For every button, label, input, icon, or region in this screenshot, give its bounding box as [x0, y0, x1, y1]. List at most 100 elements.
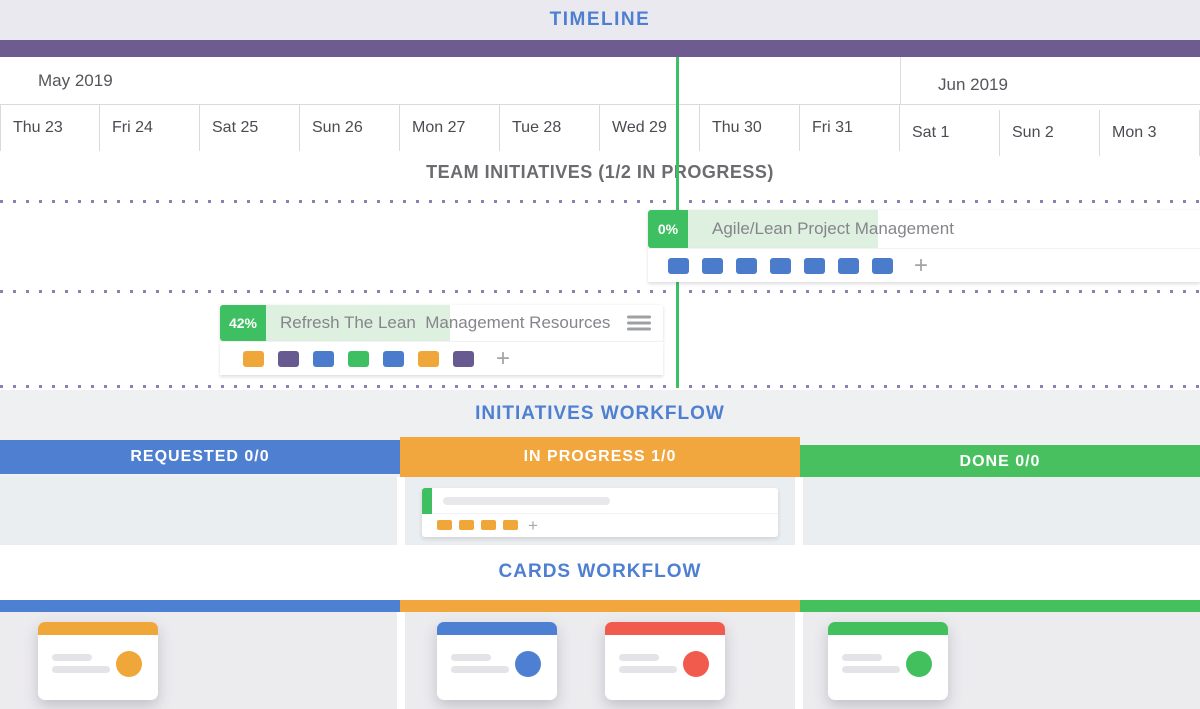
- task-card-chip[interactable]: [243, 350, 264, 367]
- gantt-task-refresh-lean[interactable]: 42% Refresh The Lean Management Resource…: [220, 305, 663, 375]
- cards-workflow-title: CARDS WORKFLOW: [498, 561, 702, 582]
- initiatives-workflow-board: +: [0, 477, 1200, 545]
- add-chip-button[interactable]: +: [528, 515, 538, 535]
- task-card-chip[interactable]: [702, 257, 723, 274]
- task-card-chip[interactable]: [313, 350, 334, 367]
- task-progress-fill: [688, 210, 878, 248]
- task-card-chip[interactable]: [770, 257, 791, 274]
- task-bar[interactable]: 0% Agile/Lean Project Management: [648, 210, 1200, 248]
- initiative-chip[interactable]: [459, 520, 474, 530]
- add-card-button[interactable]: +: [914, 251, 929, 279]
- initiative-chip[interactable]: [481, 520, 496, 530]
- calendar-header: May 2019 Jun 2019 Thu 23 Fri 24 Sat 25 S…: [0, 57, 1200, 156]
- card-text-placeholder: [842, 654, 882, 661]
- card-body: [828, 635, 948, 700]
- gantt-task-agile-lean[interactable]: 0% Agile/Lean Project Management +: [648, 210, 1200, 282]
- task-name: Refresh The Lean Management Resources: [280, 313, 611, 332]
- task-card-chip[interactable]: [736, 257, 757, 274]
- day-cell: Wed 29: [600, 105, 700, 151]
- lane-done: [800, 600, 1200, 612]
- card-body: [437, 635, 557, 700]
- initiative-chip[interactable]: [437, 520, 452, 530]
- task-card-chip[interactable]: [838, 257, 859, 274]
- work-card-red[interactable]: [605, 622, 725, 700]
- card-color-bar: [437, 622, 557, 635]
- day-cell: Mon 27: [400, 105, 500, 151]
- day-cell: Mon 3: [1100, 110, 1200, 156]
- task-progress-badge: 0%: [648, 210, 688, 248]
- card-color-bar: [38, 622, 158, 635]
- day-cell: Sat 25: [200, 105, 300, 151]
- workflow-column-headers: REQUESTED 0/0 IN PROGRESS 1/0 DONE 0/0: [0, 437, 1200, 479]
- task-progress-badge: 42%: [220, 305, 266, 341]
- card-body: [38, 635, 158, 700]
- row-separator-dotted: [0, 290, 1200, 293]
- day-cell: Fri 24: [100, 105, 200, 151]
- team-initiatives-title: TEAM INITIATIVES (1/2 IN PROGRESS): [426, 162, 774, 182]
- task-card-chip[interactable]: [348, 350, 369, 367]
- column-header-in-progress: IN PROGRESS 1/0: [400, 437, 800, 477]
- lane-requested: [0, 600, 400, 612]
- column-divider: [397, 477, 405, 545]
- task-name: Agile/Lean Project Management: [712, 219, 954, 238]
- task-progress-fill: [266, 305, 450, 341]
- timeline-section-header: TIMELINE: [0, 0, 1200, 40]
- day-row: Thu 23 Fri 24 Sat 25 Sun 26 Mon 27 Tue 2…: [0, 104, 1200, 156]
- task-card-chip[interactable]: [872, 257, 893, 274]
- task-card-chip[interactable]: [804, 257, 825, 274]
- day-cell: Sat 1: [900, 110, 1000, 156]
- card-color-bar: [605, 622, 725, 635]
- card-status-circle: [515, 651, 541, 677]
- initiative-card-title-row: [422, 488, 778, 514]
- cards-workflow-board: [0, 612, 1200, 709]
- card-text-placeholder: [842, 666, 900, 673]
- month-row: May 2019 Jun 2019: [0, 57, 1200, 104]
- card-text-placeholder: [52, 666, 110, 673]
- card-status-circle: [906, 651, 932, 677]
- initiative-card-title-placeholder: [443, 497, 610, 505]
- card-color-bar: [828, 622, 948, 635]
- task-card-chip[interactable]: [278, 350, 299, 367]
- work-card-green[interactable]: [828, 622, 948, 700]
- column-divider: [795, 477, 803, 545]
- work-card-orange[interactable]: [38, 622, 158, 700]
- day-cell: Sun 2: [1000, 110, 1100, 156]
- initiative-card-in-progress[interactable]: +: [422, 488, 778, 537]
- timeline-section-title: TIMELINE: [549, 9, 651, 30]
- add-card-button[interactable]: +: [496, 344, 511, 372]
- task-bar[interactable]: 42% Refresh The Lean Management Resource…: [220, 305, 663, 341]
- card-status-circle: [116, 651, 142, 677]
- card-text-placeholder: [619, 666, 677, 673]
- card-text-placeholder: [451, 666, 509, 673]
- work-card-blue[interactable]: [437, 622, 557, 700]
- day-cell: Thu 23: [0, 105, 100, 151]
- day-cell: Fri 31: [800, 105, 900, 151]
- day-cell: Thu 30: [700, 105, 800, 151]
- initiative-card-accent-strip: [422, 488, 432, 514]
- lane-in-progress: [400, 600, 800, 612]
- task-card-chip[interactable]: [383, 350, 404, 367]
- month-label-may: May 2019: [38, 71, 113, 90]
- task-card-chip[interactable]: [668, 257, 689, 274]
- day-cell: Sun 26: [300, 105, 400, 151]
- hamburger-menu-icon[interactable]: [627, 313, 651, 334]
- column-header-requested: REQUESTED 0/0: [0, 440, 400, 474]
- initiatives-workflow-section: INITIATIVES WORKFLOW REQUESTED 0/0 IN PR…: [0, 390, 1200, 545]
- task-cards-row: +: [648, 248, 1200, 282]
- card-status-circle: [683, 651, 709, 677]
- purple-accent-bar: [0, 40, 1200, 57]
- initiative-chip[interactable]: [503, 520, 518, 530]
- task-card-chip[interactable]: [418, 350, 439, 367]
- team-initiatives-section: TEAM INITIATIVES (1/2 IN PROGRESS) 0% Ag…: [0, 150, 1200, 390]
- initiatives-workflow-title: INITIATIVES WORKFLOW: [475, 403, 725, 424]
- task-card-chip[interactable]: [453, 350, 474, 367]
- column-header-done: DONE 0/0: [800, 445, 1200, 479]
- row-separator-dotted: [0, 385, 1200, 388]
- row-separator-dotted: [0, 200, 1200, 203]
- initiative-card-chips-row: +: [422, 514, 778, 536]
- cards-workflow-section: CARDS WORKFLOW: [0, 545, 1200, 612]
- month-divider: [900, 57, 901, 104]
- card-body: [605, 635, 725, 700]
- card-text-placeholder: [451, 654, 491, 661]
